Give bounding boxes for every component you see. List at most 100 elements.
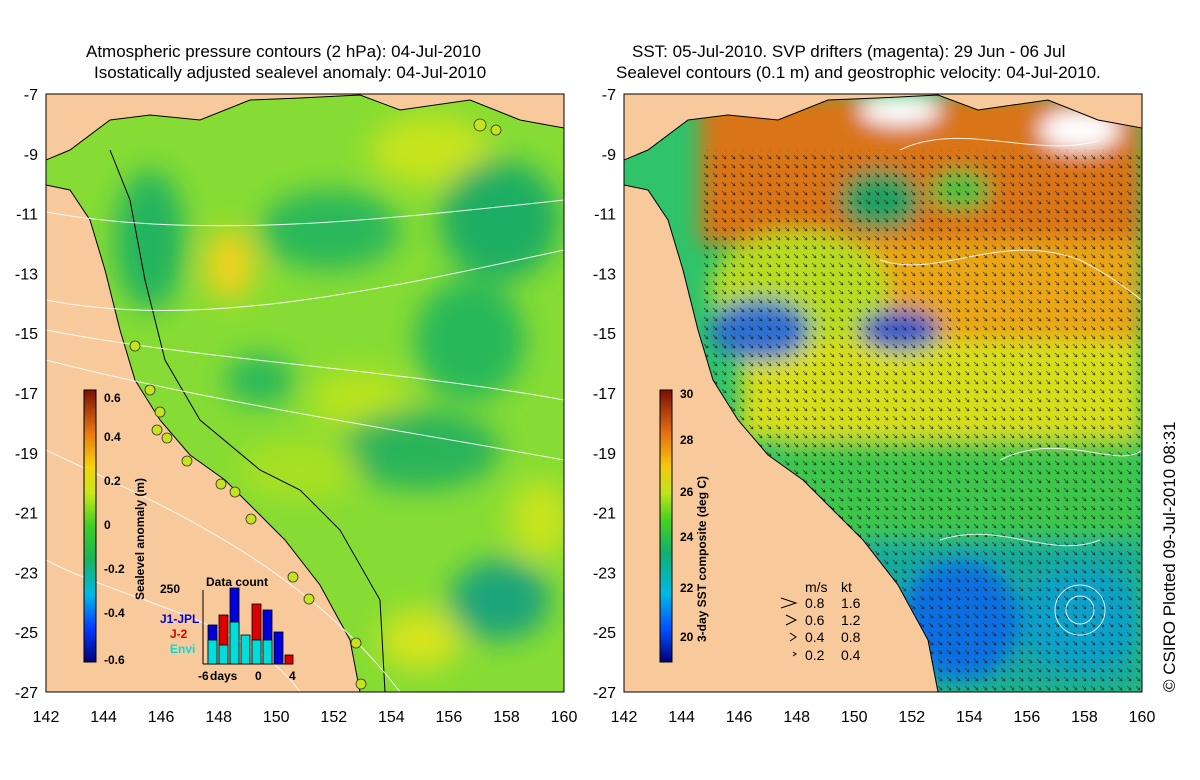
credit-text: © CSIRO Plotted 09-Jul-2010 08:31: [1160, 421, 1179, 692]
right-axes: 142 144 146 148 150 152 154 156 158 160 -7 -9 -11 -13…: [593, 87, 1156, 726]
right-y-tick-label: -13: [593, 266, 616, 283]
vel-kt-1: 1.2: [841, 612, 861, 628]
left-map: [46, 94, 564, 692]
right-y-tick-label: -27: [593, 685, 616, 702]
right-x-tick-label: 150: [841, 709, 868, 726]
sst-tick-4: 22: [680, 581, 694, 595]
vel-ms-2: 0.4: [805, 629, 825, 645]
vel-ms-0: 0.8: [805, 595, 825, 611]
vel-arrow-2: [789, 632, 797, 642]
vel-arrow-1: [785, 614, 798, 626]
left-x-tick-label: 148: [205, 709, 232, 726]
right-x-tick-label: 148: [783, 709, 810, 726]
right-x-tick-label: 152: [898, 709, 925, 726]
sst-tick-0: 30: [680, 387, 694, 401]
left-x-tick-label: 160: [551, 709, 578, 726]
right-y-tick-label: -25: [593, 625, 616, 642]
cb-tick-3: 0: [104, 518, 111, 532]
right-x-tick-label: 160: [1129, 709, 1156, 726]
right-queensland: [624, 184, 939, 692]
left-y-tick-label: -15: [15, 326, 38, 343]
sst-tick-3: 24: [680, 530, 694, 544]
left-x-tick-label: 150: [263, 709, 290, 726]
left-y-tick-label: -11: [16, 207, 38, 224]
right-x-tick-label: 142: [611, 709, 638, 726]
right-colorbar: 30 28 26 24 22 20 3-day SST composite (d…: [659, 387, 709, 663]
inset-series-2: Envi: [170, 642, 195, 656]
inset-x-0: -6: [198, 669, 209, 683]
left-title-line2: Isostatically adjusted sealevel anomaly:…: [94, 63, 487, 82]
right-y-tick-label: -19: [593, 446, 616, 463]
vel-arrow-3: [792, 651, 797, 657]
vel-ms-1: 0.6: [805, 612, 825, 628]
right-x-tick-label: 154: [956, 709, 983, 726]
left-y-tick-label: -19: [15, 446, 38, 463]
vel-ms-3: 0.2: [805, 647, 825, 663]
left-queensland: [46, 184, 361, 692]
left-y-tick-label: -21: [15, 506, 38, 523]
left-x-tick-label: 158: [493, 709, 520, 726]
right-map-frame: [623, 93, 1143, 693]
vel-arrow-0: [780, 597, 798, 609]
left-x-tick-label: 152: [320, 709, 347, 726]
velocity-legend: m/s kt 0.8 1.6 0.6 1.2 0.4 0.8 0.2 0.4: [780, 579, 861, 663]
vel-kt-0: 1.6: [841, 595, 861, 611]
right-title-line1: SST: 05-Jul-2010. SVP drifters (magenta)…: [632, 42, 1066, 61]
left-y-tick-label: -7: [24, 87, 38, 104]
left-x-tick-label: 142: [33, 709, 60, 726]
inset-title: Data count: [206, 575, 268, 589]
left-y-tick-label: -25: [15, 625, 38, 642]
right-x-tick-label: 144: [668, 709, 695, 726]
right-new-guinea: [624, 94, 1142, 161]
right-x-tick-label: 158: [1071, 709, 1098, 726]
cb-tick-4: -0.2: [104, 562, 125, 576]
right-y-tick-label: -11: [594, 207, 616, 224]
data-count-inset: 250 Data count J1-JPL J-2 Envi -6 days 0…: [160, 575, 296, 683]
sst-tick-5: 20: [680, 630, 694, 644]
left-map-frame: [45, 93, 565, 693]
inset-bars: [207, 587, 294, 665]
left-x-tick-label: 156: [436, 709, 463, 726]
right-y-tick-label: -9: [602, 147, 616, 164]
right-map: [624, 94, 1142, 692]
sst-tick-1: 28: [680, 433, 694, 447]
inset-x-1: days: [210, 669, 238, 683]
inset-x-3: 4: [289, 669, 296, 683]
left-new-guinea: [46, 94, 564, 161]
right-x-tick-label: 156: [1014, 709, 1041, 726]
left-y-tick-label: -9: [24, 147, 38, 164]
sealevel-contours: [879, 137, 1142, 636]
left-axes: 142 144 146 148 150 152 154 156 158 160 -7 -9 -11 -13…: [15, 87, 578, 726]
cb-tick-2: 0.2: [104, 474, 121, 488]
right-x-tick-label: 146: [726, 709, 753, 726]
sst-tick-2: 26: [680, 485, 694, 499]
right-y-tick-label: -23: [593, 565, 616, 582]
left-y-tick-label: -17: [15, 386, 38, 403]
right-y-tick-label: -7: [602, 87, 616, 104]
left-x-tick-label: 154: [378, 709, 405, 726]
cb-tick-0: 0.6: [104, 391, 121, 405]
left-y-tick-label: -27: [15, 685, 38, 702]
tide-gauges: [129, 118, 502, 690]
vel-kt-2: 0.8: [841, 629, 861, 645]
inset-x-2: 0: [255, 669, 262, 683]
cb-label-sst: 3-day SST composite (deg C): [695, 476, 709, 642]
vel-header-kt: kt: [841, 579, 852, 595]
right-y-tick-label: -15: [593, 326, 616, 343]
inset-series-0: J1-JPL: [160, 612, 199, 626]
cb-tick-6: -0.6: [104, 653, 125, 667]
left-x-tick-label: 144: [90, 709, 117, 726]
right-title-line2: Sealevel contours (0.1 m) and geostrophi…: [616, 63, 1101, 82]
left-title-line1: Atmospheric pressure contours (2 hPa): 0…: [86, 42, 481, 61]
cb-label-sla: Sealevel anomaly (m): [133, 478, 147, 600]
right-y-tick-label: -17: [593, 386, 616, 403]
vel-kt-3: 0.4: [841, 647, 861, 663]
inset-series-1: J-2: [170, 627, 188, 641]
left-x-tick-label: 146: [148, 709, 175, 726]
left-colorbar: 0.6 0.4 0.2 0 -0.2 -0.4 -0.6 Sealevel an…: [83, 389, 147, 667]
cb-tick-5: -0.4: [104, 606, 125, 620]
left-y-tick-label: -13: [15, 266, 38, 283]
vel-header-ms: m/s: [805, 579, 828, 595]
inset-ymax: 250: [160, 582, 180, 596]
